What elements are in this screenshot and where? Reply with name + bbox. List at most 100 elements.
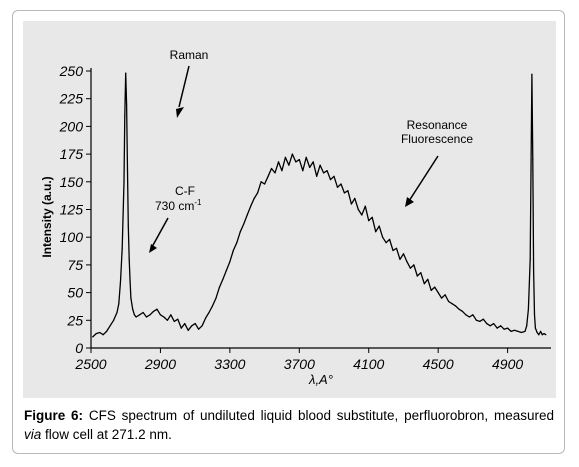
spectrum-point	[288, 164, 290, 166]
y-tick-label: 125	[60, 202, 84, 218]
spectrum-point	[347, 190, 349, 192]
spectrum-point	[205, 317, 207, 319]
spectrum-point	[392, 249, 394, 252]
raman-annotation-label: Raman	[170, 48, 209, 62]
spectrum-point	[458, 308, 460, 310]
spectrum-point	[135, 316, 137, 318]
spectrum-point	[264, 183, 266, 185]
x-tick-label: 3700	[284, 356, 315, 372]
resonance-annotation-label-line1: Resonance	[407, 118, 468, 132]
spectrum-point	[163, 316, 165, 318]
figure-frame: 0 25 50 75 100 125 150 175 200 225 250 2500 2900 3300…	[12, 10, 565, 454]
spectrum-point	[510, 330, 512, 332]
spectrum-point	[545, 334, 547, 336]
spectrum-point	[295, 161, 297, 163]
spectrum-point	[434, 286, 436, 288]
spectrum-point	[236, 242, 238, 244]
spectrum-point	[127, 225, 129, 227]
spectrum-point	[232, 249, 234, 252]
spectrum-point	[486, 323, 488, 325]
resonance-arrow	[405, 155, 439, 207]
spectrum-point	[218, 286, 221, 288]
spectrum-point	[454, 305, 457, 307]
spectrum-point	[116, 311, 118, 314]
spectrum-point	[201, 325, 203, 327]
spectrum-point	[250, 205, 252, 207]
spectrum-point	[413, 264, 415, 266]
y-tick-label: 200	[59, 118, 84, 134]
spectrum-point	[343, 192, 345, 194]
y-axis-title: Intensity (a.u.)	[40, 176, 54, 257]
figure-caption: Figure 6: CFS spectrum of undiluted liqu…	[24, 406, 554, 444]
spectrum-point	[123, 181, 125, 183]
spectrum-point	[538, 334, 540, 336]
cf-wavenumber-value: 730 cm	[155, 199, 194, 213]
spectrum-point	[448, 300, 450, 303]
spectrum-point	[543, 333, 545, 335]
spectrum-point	[191, 325, 193, 327]
spectrum-point	[513, 329, 516, 331]
spectrum-point	[361, 214, 363, 216]
spectrum-point	[133, 314, 135, 316]
tick-marks: 0 25 50 75 100 125 150 175 200 225 250 2500 2900 3300…	[59, 63, 524, 372]
spectrum-point	[302, 170, 304, 172]
chart-panel: 0 25 50 75 100 125 150 175 200 225 250 2500 2900 3300…	[23, 21, 556, 398]
x-axis-title: λ,A°	[308, 372, 333, 387]
spectrum-point	[527, 308, 529, 310]
x-tick-label: 3300	[214, 356, 245, 372]
spectrum-point	[500, 325, 502, 327]
caption-text-part1: CFS spectrum of undiluted liquid blood s…	[83, 408, 554, 423]
spectrum-point	[166, 319, 168, 321]
spectrum-point	[472, 314, 474, 316]
spectrum-point	[215, 297, 217, 299]
spectrum-point	[277, 161, 280, 163]
spectrum-point	[124, 114, 126, 116]
y-tick-label: 175	[60, 146, 84, 162]
spectrum-point	[125, 72, 127, 74]
spectrum-point	[139, 314, 141, 316]
spectrum-point	[507, 327, 509, 329]
spectrum-point	[496, 327, 498, 329]
spectrum-point	[128, 258, 130, 260]
spectrum-point	[532, 159, 534, 161]
spectrum-point	[126, 103, 128, 105]
spectrum-point	[309, 166, 311, 168]
spectrum-point	[253, 197, 255, 199]
spectrum-point	[132, 308, 134, 310]
spectrum-point	[533, 314, 536, 316]
spectrum-point	[326, 170, 328, 172]
spectrum-point	[451, 303, 453, 305]
spectrum-trace	[92, 72, 547, 338]
spectrum-point	[152, 310, 155, 312]
spectrum-point	[479, 320, 481, 322]
spectrum-point	[194, 323, 196, 325]
axes	[90, 68, 551, 349]
spectrum-point	[298, 159, 300, 161]
spectrum-point	[208, 311, 210, 314]
spectrum-point	[177, 318, 179, 320]
spectrum-point	[526, 325, 528, 327]
spectrum-point	[489, 325, 491, 327]
spectrum-point	[395, 247, 398, 249]
spectrum-point	[541, 334, 543, 336]
y-tick-label: 250	[59, 63, 84, 79]
spectrum-point	[121, 247, 123, 249]
caption-text-part2: flow cell at 271.2 nm.	[41, 427, 172, 442]
spectrum-point	[409, 267, 411, 269]
spectrum-point	[329, 179, 332, 181]
spectrum-point	[423, 283, 425, 285]
spectrum-point	[520, 331, 523, 334]
spectrum-point	[149, 314, 151, 316]
spectrum-point	[437, 292, 439, 294]
spectrum-point	[180, 327, 182, 329]
cf-arrow	[149, 217, 169, 253]
spectrum-chart: 0 25 50 75 100 125 150 175 200 225 250 2500 2900 3300…	[40, 48, 551, 387]
spectrum-point	[389, 238, 391, 240]
spectrum-point	[465, 314, 467, 316]
spectrum-point	[260, 181, 262, 183]
spectrum-point	[198, 328, 200, 330]
y-tick-label: 100	[60, 229, 84, 245]
spectrum-point	[468, 316, 470, 318]
spectrum-point	[284, 156, 286, 158]
spectrum-point	[281, 170, 283, 172]
